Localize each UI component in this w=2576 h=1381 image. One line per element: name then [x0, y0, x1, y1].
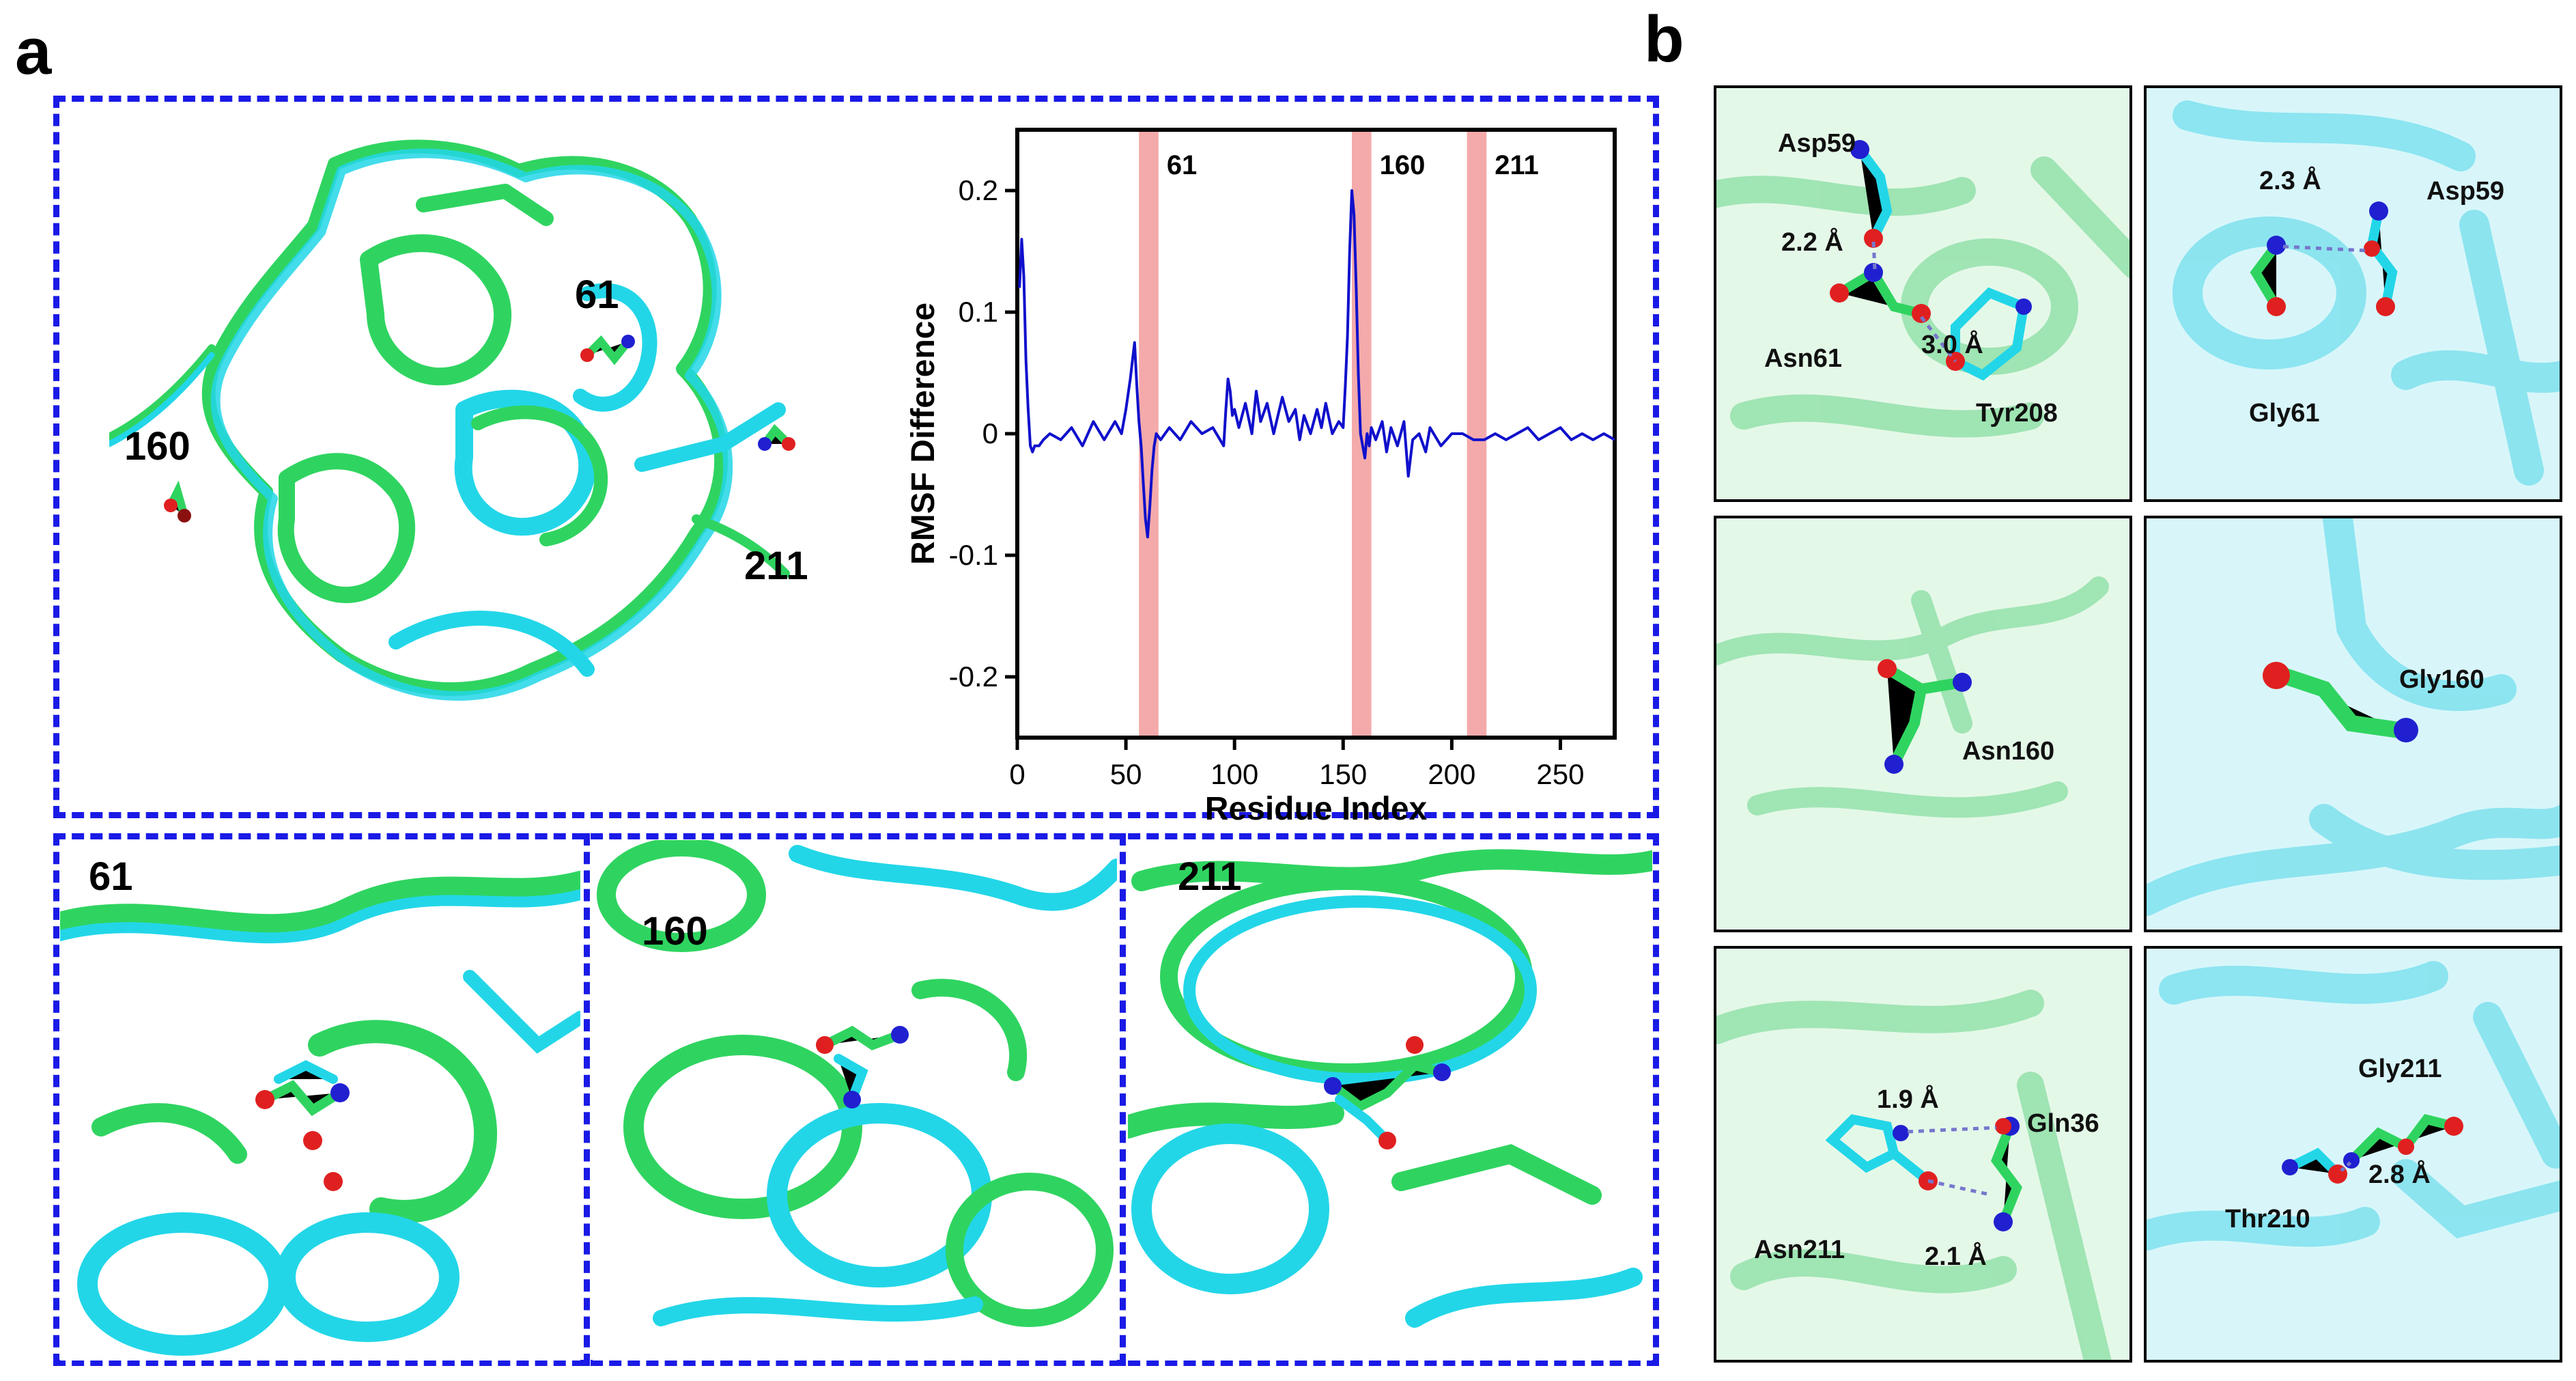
x-tick-label: 200 — [1428, 758, 1475, 790]
label-distance-2-8: 2.8 Å — [2368, 1160, 2431, 1189]
highlight-band-211 — [1467, 130, 1487, 738]
panel-label-a: a — [15, 15, 52, 88]
label-gly61: Gly61 — [2249, 399, 2320, 428]
overview-site-label-61: 61 — [575, 273, 619, 317]
highlight-label-160: 160 — [1380, 150, 1426, 180]
rmsf-chart: 61 160 211 0 50 100 150 200 2500.20.10-0.1-0.2 … — [905, 128, 1617, 826]
y-tick-label: 0.2 — [959, 174, 998, 206]
overview-frame — [53, 96, 1659, 818]
label-distance-2-2: 2.2 Å — [1781, 228, 1843, 257]
zoom-view-211 — [1128, 840, 1652, 1361]
label-gly160: Gly160 — [2399, 665, 2485, 694]
highlight-label-61: 61 — [1167, 150, 1198, 180]
zoom-view-160 — [593, 840, 1117, 1361]
detail-art-mut-160 — [2147, 518, 2560, 930]
label-asn211: Asn211 — [1754, 1236, 1845, 1264]
detail-panel-wt-211: 1.9 Å Gln36 Asn211 2.1 Å — [1714, 946, 2132, 1363]
detail-panel-wt-160: Asn160 — [1714, 516, 2132, 932]
x-axis-label: Residue Index — [1205, 791, 1428, 826]
highlight-label-211: 211 — [1495, 150, 1539, 180]
detail-art-mut-61 — [2147, 88, 2560, 499]
x-tick-label: 0 — [1009, 758, 1025, 790]
overview-site-label-160: 160 — [124, 424, 190, 469]
detail-panel-mut-160: Gly160 — [2144, 516, 2562, 932]
detail-panel-mut-211: Gly211 Thr210 2.8 Å — [2144, 946, 2562, 1363]
label-gly211: Gly211 — [2358, 1055, 2442, 1083]
overview-site-label-211: 211 — [744, 544, 808, 588]
zoom-divider-2 — [1120, 833, 1126, 1366]
y-tick-label: -0.1 — [949, 539, 998, 571]
zoom-label-160: 160 — [642, 909, 708, 953]
y-tick-label: -0.2 — [949, 660, 998, 693]
label-asp59-mut: Asp59 — [2426, 177, 2505, 206]
detail-panel-mut-61: 2.3 Å Asp59 Gly61 — [2144, 85, 2562, 502]
x-tick-label: 250 — [1536, 758, 1584, 790]
detail-panel-wt-61: Asp59 2.2 Å Asn61 3.0 Å Tyr208 — [1714, 85, 2132, 502]
label-distance-2-3: 2.3 Å — [2259, 167, 2321, 195]
y-axis-label: RMSF Difference — [905, 303, 942, 565]
zoom-view-61 — [60, 840, 580, 1361]
y-tick-label: 0.1 — [959, 296, 998, 328]
label-asn160: Asn160 — [1962, 737, 2055, 766]
label-distance-1-9: 1.9 Å — [1877, 1085, 1939, 1114]
label-gln36: Gln36 — [2027, 1109, 2099, 1138]
detail-art-wt-61 — [1716, 88, 2129, 499]
label-asn61: Asn61 — [1764, 344, 1843, 373]
x-tick-label: 50 — [1110, 758, 1142, 790]
label-asp59: Asp59 — [1778, 129, 1856, 158]
zoom-divider-1 — [584, 833, 590, 1366]
label-tyr208: Tyr208 — [1976, 399, 2058, 428]
x-tick-label: 150 — [1319, 758, 1367, 790]
label-distance-3-0: 3.0 Å — [1921, 331, 1983, 359]
zoom-label-61: 61 — [89, 854, 133, 899]
zoom-label-211: 211 — [1178, 854, 1242, 899]
label-distance-2-1: 2.1 Å — [1925, 1242, 1987, 1271]
rmsf-difference-line — [1018, 189, 1615, 539]
x-tick-label: 100 — [1211, 758, 1258, 790]
detail-art-mut-211 — [2147, 949, 2560, 1360]
zoom-frame — [53, 833, 1659, 1366]
overview-structure — [109, 139, 795, 701]
panel-label-b: b — [1644, 3, 1684, 76]
label-thr210: Thr210 — [2225, 1205, 2310, 1233]
y-tick-label: 0 — [982, 417, 998, 449]
detail-art-wt-160 — [1716, 518, 2129, 930]
detail-art-wt-211 — [1716, 949, 2129, 1360]
